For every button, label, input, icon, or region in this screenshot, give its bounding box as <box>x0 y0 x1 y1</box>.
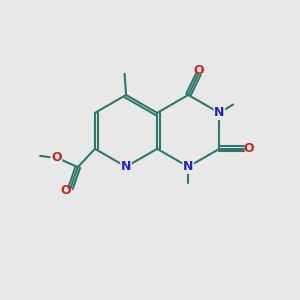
Text: N: N <box>214 106 225 119</box>
Text: N: N <box>121 160 131 173</box>
Text: N: N <box>183 160 194 173</box>
Text: O: O <box>244 142 254 155</box>
Text: O: O <box>51 151 62 164</box>
Text: O: O <box>193 64 204 77</box>
Text: O: O <box>60 184 70 197</box>
